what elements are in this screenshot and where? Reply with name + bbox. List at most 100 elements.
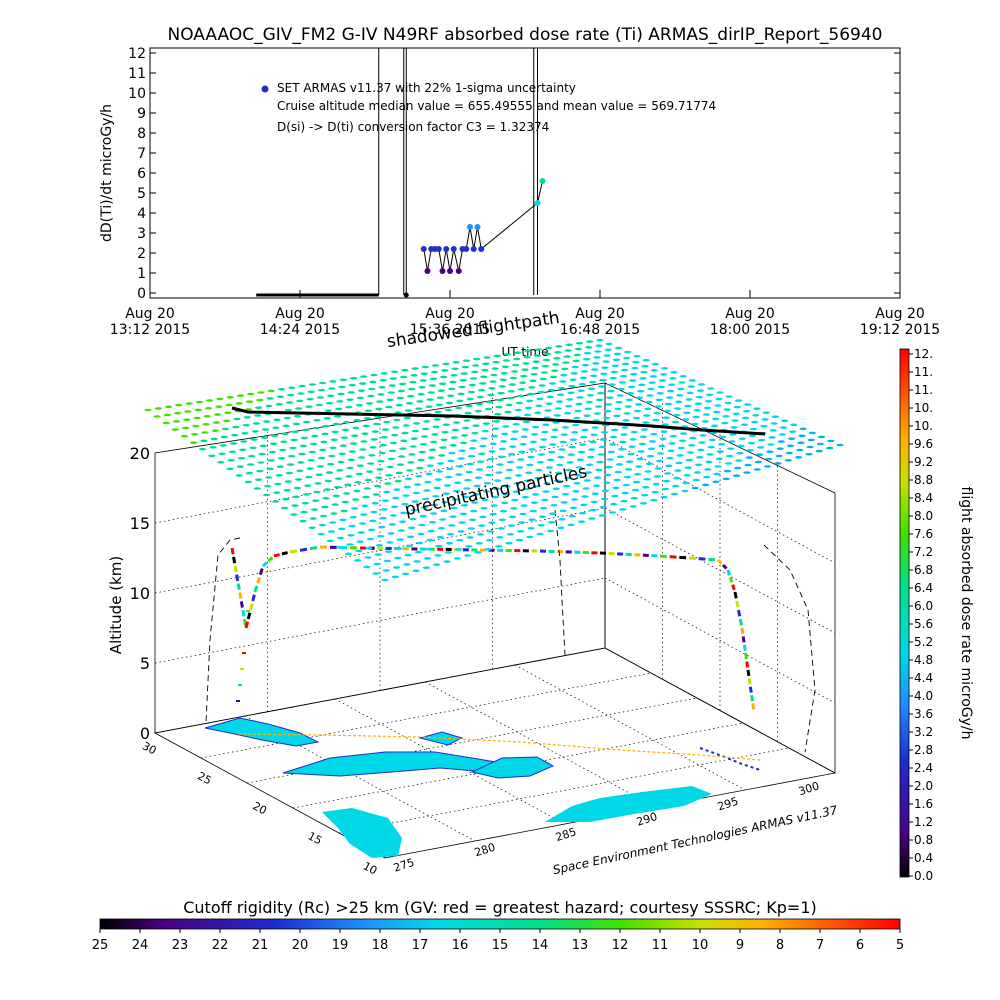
particle-mark	[704, 468, 712, 471]
particle-mark	[393, 488, 401, 491]
particle-mark	[677, 446, 686, 450]
particle-mark	[662, 479, 671, 483]
particle-mark	[372, 572, 380, 575]
particle-mark	[300, 510, 308, 514]
particle-mark	[543, 482, 551, 485]
particle-mark	[443, 484, 451, 487]
particle-mark	[235, 474, 243, 477]
particle-mark	[526, 535, 534, 539]
particle-mark	[603, 481, 611, 485]
particle-mark	[565, 405, 573, 408]
particle-mark	[417, 458, 425, 462]
particle-mark	[431, 503, 439, 507]
particle-mark	[285, 471, 294, 475]
particle-mark	[635, 465, 643, 468]
particle-mark	[255, 406, 263, 410]
particle-mark	[379, 516, 387, 520]
particle-mark	[242, 423, 250, 427]
particle-mark	[458, 385, 466, 389]
particle-mark	[450, 506, 458, 510]
particle-mark	[589, 380, 597, 384]
dose-colorbar-tick-label: 9.6	[914, 437, 933, 451]
dose-point	[447, 268, 453, 274]
particle-mark	[396, 463, 405, 467]
particle-mark	[313, 418, 321, 422]
particle-mark	[693, 409, 701, 412]
shadowed-flightpath-line	[231, 406, 766, 436]
flight-track-segment	[737, 609, 742, 617]
particle-mark	[467, 527, 475, 530]
particle-mark	[164, 405, 173, 409]
particle-mark	[273, 418, 281, 422]
particle-mark	[279, 448, 287, 452]
dose-colorbar-tick-label: 3.6	[914, 707, 933, 721]
particle-mark	[501, 501, 509, 505]
particle-mark	[244, 408, 253, 411]
particle-mark	[437, 462, 445, 465]
particle-mark	[743, 409, 751, 413]
particle-mark	[685, 458, 694, 462]
particle-mark	[670, 492, 679, 496]
rigidity-colorbar-tick-label: 6	[856, 938, 864, 953]
particle-mark	[399, 520, 407, 523]
particle-mark	[332, 494, 340, 498]
particle-mark	[345, 405, 353, 409]
flight-track-segment	[273, 553, 280, 558]
particle-mark	[518, 388, 526, 391]
particle-mark	[328, 387, 336, 390]
particle-mark	[499, 509, 508, 513]
particle-mark	[495, 545, 503, 548]
particle-mark	[347, 391, 355, 394]
particle-mark	[439, 446, 447, 449]
particle-mark	[478, 452, 486, 456]
particle-mark	[716, 450, 725, 453]
particle-mark	[640, 370, 648, 374]
particle-mark	[386, 465, 394, 469]
particle-mark	[397, 389, 406, 393]
particle-mark	[583, 414, 591, 418]
particle-mark	[672, 484, 680, 488]
particle-mark	[330, 512, 338, 515]
particle-mark	[283, 489, 291, 492]
particle-mark	[708, 438, 716, 442]
altitude-tick-label: 0	[140, 724, 150, 743]
particle-mark	[212, 421, 221, 424]
particle-mark	[609, 376, 617, 380]
rigidity-colorbar-tick-label: 8	[776, 938, 784, 953]
particle-mark	[308, 450, 316, 454]
particle-mark	[339, 444, 347, 448]
particle-mark	[508, 383, 516, 386]
dose-colorbar-tick-label: 0.4	[914, 851, 933, 865]
particle-mark	[506, 460, 515, 464]
ground-track	[237, 733, 761, 761]
particle-mark	[558, 518, 566, 521]
particle-mark	[249, 446, 257, 450]
particle-mark	[351, 434, 359, 438]
particle-mark	[639, 435, 648, 439]
particle-mark	[380, 436, 389, 439]
particle-mark	[608, 511, 617, 514]
particle-mark	[404, 477, 413, 481]
flight-track-segment	[748, 686, 753, 693]
particle-mark	[325, 471, 334, 474]
particle-mark	[619, 374, 628, 378]
particle-mark	[217, 461, 225, 464]
flight-track-segment	[731, 584, 736, 591]
particle-mark	[753, 468, 761, 471]
dose-point	[443, 246, 450, 252]
particle-mark	[460, 504, 469, 507]
particle-mark	[581, 363, 590, 367]
particle-mark	[469, 447, 477, 450]
particle-mark	[504, 410, 512, 414]
particle-mark	[692, 415, 700, 419]
particle-mark	[359, 448, 367, 451]
particle-mark	[434, 410, 442, 414]
particle-mark	[683, 411, 691, 415]
particle-mark	[748, 434, 757, 438]
particle-mark	[584, 351, 592, 355]
particle-mark	[367, 462, 375, 465]
particle-mark	[585, 346, 593, 349]
particle-mark	[327, 394, 335, 398]
particle-mark	[701, 420, 709, 423]
particle-mark	[675, 461, 683, 465]
